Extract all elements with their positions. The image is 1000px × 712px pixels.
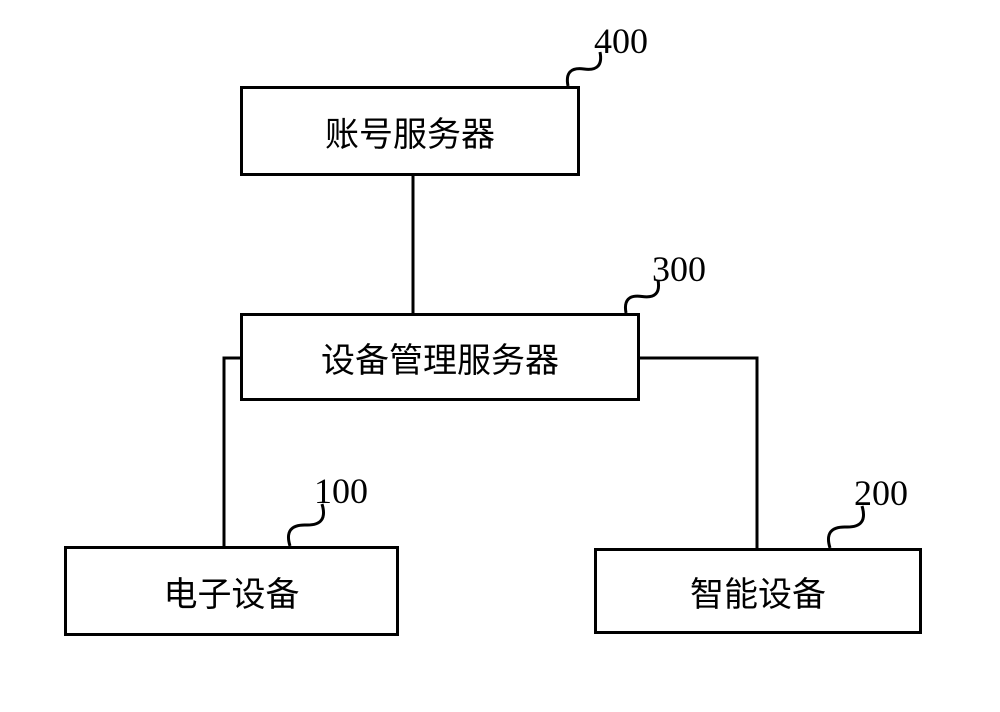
node-label: 智能设备 bbox=[690, 567, 826, 616]
diagram-canvas: 账号服务器设备管理服务器电子设备 智能设备 400 300 100 200 bbox=[0, 0, 1000, 712]
node-label: 设备管理服务器 bbox=[321, 333, 559, 382]
ref-label-account_server: 400 bbox=[594, 20, 648, 62]
ref-label-electronic_dev: 100 bbox=[314, 470, 368, 512]
node-label: 账号服务器 bbox=[325, 107, 495, 156]
node-account_server: 账号服务器 bbox=[240, 86, 580, 176]
node-label: 电子设备 bbox=[164, 567, 300, 616]
node-electronic_dev: 电子设备 bbox=[64, 546, 399, 636]
node-smart_dev: 智能设备 bbox=[594, 548, 922, 634]
ref-label-smart_dev: 200 bbox=[854, 472, 908, 514]
edge-device_manager-smart_dev bbox=[640, 358, 757, 548]
ref-label-device_manager: 300 bbox=[652, 248, 706, 290]
node-device_manager: 设备管理服务器 bbox=[240, 313, 640, 401]
edge-device_manager-electronic_dev bbox=[224, 358, 240, 546]
